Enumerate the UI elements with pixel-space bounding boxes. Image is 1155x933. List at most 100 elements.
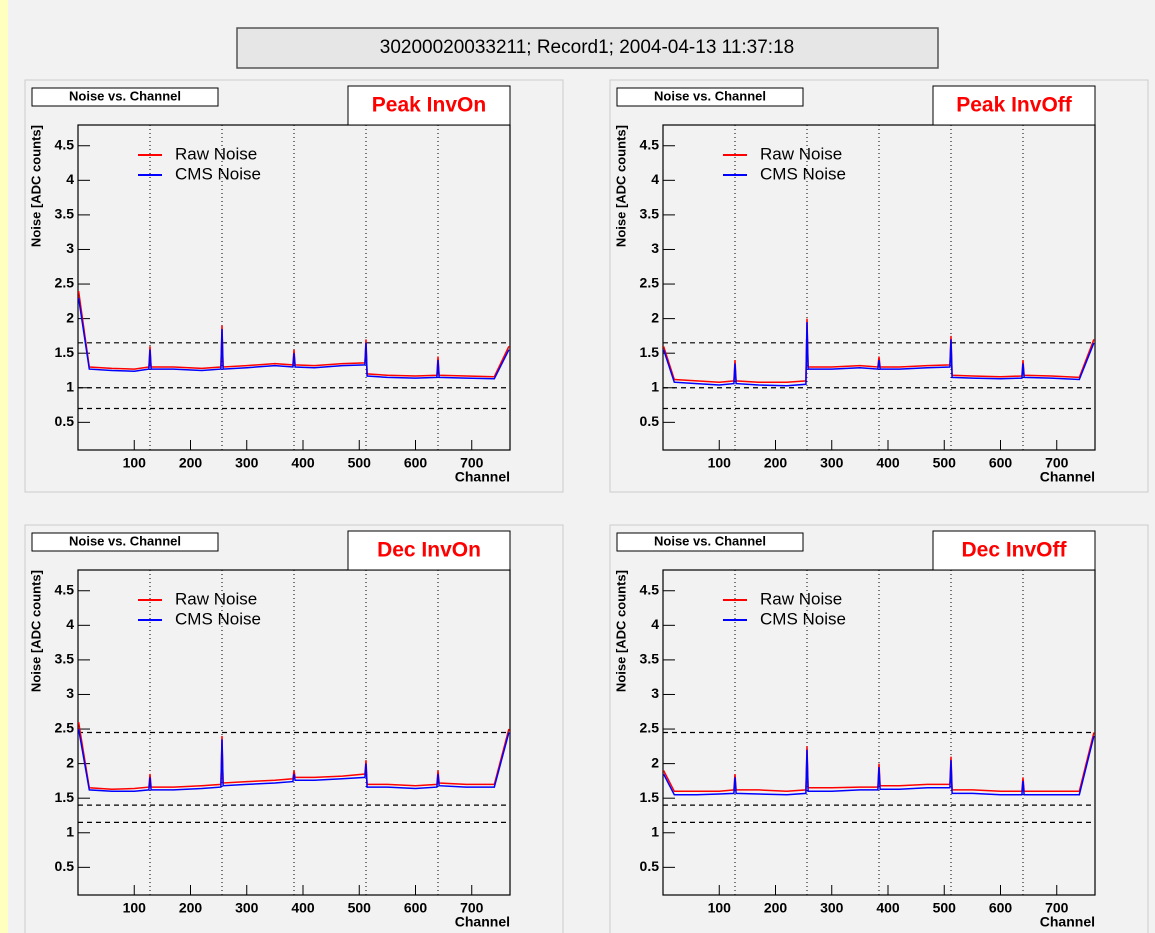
noise-line (77, 297, 510, 380)
y-tick-label: 4 (66, 171, 74, 187)
x-tick-label: 300 (820, 455, 844, 471)
x-tick-label: 700 (460, 455, 484, 471)
x-tick-label: 600 (989, 900, 1013, 916)
y-tick-label: 3 (66, 240, 74, 256)
y-axis-label: Noise [ADC counts] (28, 570, 43, 692)
panel-label: Peak InvOn (372, 94, 486, 117)
title-box (616, 87, 804, 107)
legend-label: Raw Noise (175, 144, 257, 163)
y-tick-label: 2.5 (55, 275, 75, 291)
y-tick-label: 0.5 (55, 413, 75, 429)
panel: 100 200 300 400 500 600 700 0.5 1 1.5 2 2.5 3 3.5 4 4.5… (609, 79, 1149, 493)
y-tick-label: 0.5 (640, 858, 660, 874)
panel: 100 200 300 400 500 600 700 0.5 1 1.5 2 2.5 3 3.5 4 4.5… (609, 524, 1149, 933)
x-tick-label: 600 (989, 455, 1013, 471)
x-tick-label: 700 (1045, 455, 1069, 471)
title-box (616, 532, 804, 552)
x-axis-label: Channel (455, 914, 510, 930)
y-tick-label: 3.5 (55, 206, 75, 222)
y-tick-label: 2 (66, 309, 74, 325)
y-axis-label: Noise [ADC counts] (613, 125, 628, 247)
y-tick-label: 1.5 (640, 789, 660, 805)
y-tick-label: 1.5 (55, 789, 75, 805)
title-box (31, 87, 219, 107)
y-tick-label: 3.5 (640, 206, 660, 222)
x-axis-label: Channel (455, 469, 510, 485)
panel-label: Dec InvOff (961, 539, 1067, 562)
x-tick-label: 600 (404, 455, 428, 471)
title-box (31, 532, 219, 552)
y-tick-label: 3 (651, 240, 659, 256)
x-tick-label: 500 (933, 455, 957, 471)
x-tick-label: 700 (460, 900, 484, 916)
y-tick-label: 2.5 (640, 275, 660, 291)
y-tick-label: 2 (66, 754, 74, 770)
x-axis-label: Channel (1040, 914, 1095, 930)
noise-line (662, 322, 1095, 387)
y-tick-label: 2.5 (55, 720, 75, 736)
panel-title: Noise vs. Channel (654, 88, 766, 103)
y-tick-label: 1.5 (640, 344, 660, 360)
x-tick-label: 300 (235, 455, 259, 471)
title-box (236, 27, 939, 69)
y-tick-label: 1 (651, 823, 659, 839)
y-tick-label: 1 (66, 378, 74, 394)
y-tick-label: 4.5 (640, 136, 660, 152)
x-tick-label: 200 (179, 455, 203, 471)
y-tick-label: 0.5 (640, 413, 660, 429)
plot-area (662, 124, 1096, 451)
y-tick-label: 4 (651, 171, 659, 187)
legend-label: CMS Noise (760, 609, 846, 628)
x-tick-label: 200 (764, 455, 788, 471)
plot-area (77, 124, 511, 451)
y-tick-label: 1 (66, 823, 74, 839)
y-tick-label: 4 (651, 616, 659, 632)
panel-label: Peak InvOff (956, 94, 1073, 117)
y-tick-label: 3 (66, 685, 74, 701)
panel-title: Noise vs. Channel (654, 533, 766, 548)
x-tick-label: 100 (123, 455, 147, 471)
y-axis-label: Noise [ADC counts] (28, 125, 43, 247)
panel: 100 200 300 400 500 600 700 0.5 1 1.5 2 2.5 3 3.5 4 4.5… (24, 79, 564, 493)
x-tick-label: 400 (291, 900, 315, 916)
legend-label: CMS Noise (175, 609, 261, 628)
label-box (932, 85, 1096, 126)
noise-line (77, 728, 510, 793)
y-tick-label: 1 (651, 378, 659, 394)
legend-label: Raw Noise (760, 589, 842, 608)
legend-label: CMS Noise (175, 164, 261, 183)
y-tick-label: 2 (651, 754, 659, 770)
x-tick-label: 300 (235, 900, 259, 916)
panel-title: Noise vs. Channel (69, 533, 181, 548)
x-tick-label: 200 (764, 900, 788, 916)
legend-label: Raw Noise (175, 589, 257, 608)
y-tick-label: 2.5 (640, 720, 660, 736)
y-tick-label: 3.5 (640, 651, 660, 667)
y-tick-label: 4 (66, 616, 74, 632)
x-tick-label: 400 (876, 900, 900, 916)
y-tick-label: 4.5 (640, 581, 660, 597)
panel-title: Noise vs. Channel (69, 88, 181, 103)
label-box (347, 530, 511, 571)
y-tick-label: 4.5 (55, 136, 75, 152)
y-axis-label: Noise [ADC counts] (613, 570, 628, 692)
x-tick-label: 500 (933, 900, 957, 916)
x-tick-label: 600 (404, 900, 428, 916)
x-tick-label: 500 (348, 900, 372, 916)
x-tick-label: 400 (291, 455, 315, 471)
y-tick-label: 3.5 (55, 651, 75, 667)
label-box (932, 530, 1096, 571)
y-tick-label: 0.5 (55, 858, 75, 874)
x-tick-label: 500 (348, 455, 372, 471)
noise-line (662, 735, 1095, 796)
x-tick-label: 700 (1045, 900, 1069, 916)
x-tick-label: 300 (820, 900, 844, 916)
y-tick-label: 3 (651, 685, 659, 701)
x-tick-label: 100 (708, 900, 732, 916)
x-tick-label: 400 (876, 455, 900, 471)
x-axis-label: Channel (1040, 469, 1095, 485)
label-box (347, 85, 511, 126)
canvas-title: 30200020033211; Record1; 2004-04-13 11:3… (380, 37, 794, 58)
